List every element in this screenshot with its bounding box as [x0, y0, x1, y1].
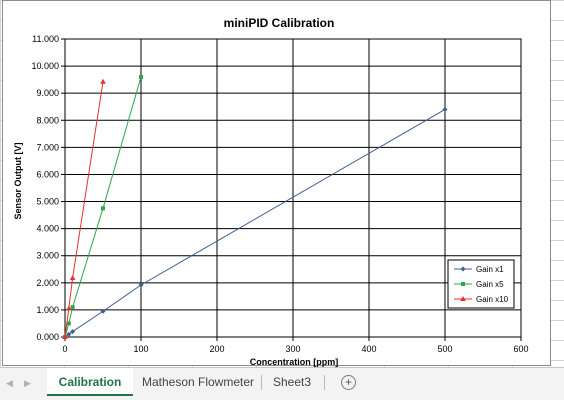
x-tick-label: 300 — [285, 344, 300, 354]
add-sheet-button[interactable]: + — [341, 375, 356, 390]
chart-object[interactable]: miniPID Calibration 0 100 200 300 400 500 600 0… — [2, 0, 551, 367]
data-point — [139, 74, 143, 79]
data-point — [62, 334, 68, 339]
y-tick-label: 0.000 — [36, 332, 59, 342]
sheet-tab-bar: ◀ ▶ Calibration Matheson Flowmeter Sheet… — [0, 367, 564, 400]
x-tick-label: 500 — [437, 344, 452, 354]
data-point — [70, 305, 75, 310]
y-tick-label: 4.000 — [36, 224, 59, 234]
y-tick-label: 8.000 — [36, 115, 59, 125]
y-tick-label: 7.000 — [36, 142, 59, 152]
data-point — [442, 106, 448, 112]
data-point — [100, 78, 106, 84]
x-tick-label: 400 — [361, 344, 376, 354]
x-tick-label: 200 — [209, 344, 224, 354]
legend-label: Gain x5 — [476, 280, 504, 289]
y-tick-label: 11.000 — [32, 34, 59, 44]
series-2 — [62, 78, 106, 339]
calibration-chart: miniPID Calibration 0 100 200 300 400 500 600 0… — [13, 16, 529, 367]
y-tick-label: 5.000 — [36, 197, 59, 207]
tab-sheet3[interactable]: Sheet3 — [272, 375, 312, 389]
series-line — [64, 81, 104, 338]
tab-scroll-left-icon[interactable]: ◀ — [6, 378, 13, 388]
chart-title: miniPID Calibration — [224, 16, 335, 30]
x-tick-label: 100 — [133, 344, 148, 354]
tab-calibration[interactable]: Calibration — [47, 368, 133, 396]
data-point — [100, 308, 106, 314]
worksheet-grid[interactable]: miniPID Calibration 0 100 200 300 400 500 600 0… — [0, 0, 564, 367]
tab-divider — [261, 375, 262, 390]
legend-label: Gain x1 — [476, 265, 504, 274]
data-point — [66, 305, 72, 311]
tab-matheson-flowmeter[interactable]: Matheson Flowmeter — [141, 375, 255, 389]
x-tick-label: 600 — [513, 344, 528, 354]
x-axis-title: Concentration [ppm] — [250, 357, 339, 367]
data-point — [138, 282, 144, 288]
y-tick-label: 6.000 — [36, 169, 59, 179]
y-tick-label: 2.000 — [36, 278, 59, 288]
y-tick-label: 3.000 — [36, 251, 59, 261]
data-point — [69, 274, 76, 280]
legend-swatch-marker — [460, 296, 466, 301]
plot-border — [64, 38, 522, 338]
legend-swatch-marker — [460, 266, 466, 272]
y-tick-label: 10.000 — [31, 61, 59, 71]
data-point — [66, 331, 72, 337]
tab-scroll-right-icon[interactable]: ▶ — [24, 378, 31, 388]
y-axis-title: Sensor Output [V] — [13, 143, 23, 220]
data-point — [66, 321, 71, 326]
legend: Gain x1 Gain x5 Gain x10 — [447, 259, 515, 309]
y-tick-label: 1.000 — [36, 305, 59, 315]
data-point — [101, 206, 105, 211]
legend-label: Gain x10 — [476, 295, 509, 304]
x-tick-label: 0 — [62, 344, 67, 354]
tab-divider — [324, 375, 325, 390]
y-tick-label: 9.000 — [36, 88, 59, 98]
data-point — [70, 329, 76, 335]
legend-swatch-marker — [461, 282, 465, 286]
